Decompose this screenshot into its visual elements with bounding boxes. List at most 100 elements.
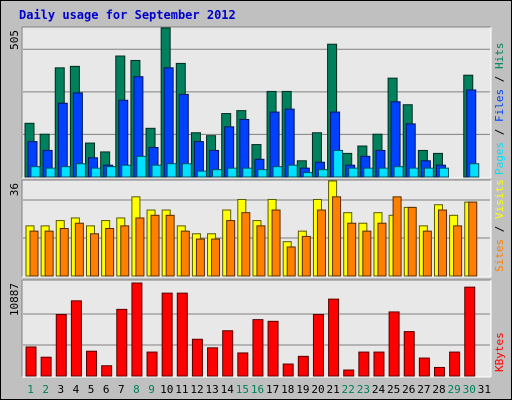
pages-bar [363,167,374,178]
kbytes-bar [116,308,128,377]
legend-entry: / [493,219,506,239]
kbytes-bar [222,330,234,377]
kbytes-bar [131,282,143,377]
kbytes-bar [86,350,98,377]
day-label: 30 [463,383,476,396]
files-bar [390,101,401,178]
pages-bar [272,166,283,178]
kbytes-bar [373,351,385,377]
pages-bar [378,167,389,178]
y-max-label: 10887 [8,283,21,316]
sites-bar [44,230,54,277]
pages-bar [287,164,298,178]
pages-bar [257,169,268,178]
kbytes-bar [267,320,279,377]
sites-bar [453,225,463,277]
pages-bar [227,167,238,178]
kbytes-bar [176,292,188,377]
legend-kbytes: KBytes [493,332,506,372]
kbytes-bar [358,351,370,377]
legend-entry: Pages [493,142,506,175]
pages-bar [121,164,132,178]
kbytes-bar [418,357,430,377]
sites-bar [211,238,221,277]
kbytes-bar [252,319,264,377]
day-label: 26 [402,383,415,396]
sites-bar [316,209,326,277]
kbytes-bar [70,300,82,377]
kbytes-bar [55,313,67,377]
files-bar [57,102,68,178]
day-label: 9 [148,383,155,396]
sites-bar [135,217,145,277]
day-label: 2 [42,383,49,396]
sites-bar [165,214,175,277]
pages-bar [333,149,344,178]
sites-bar [74,222,84,277]
day-label: 17 [266,383,279,396]
sites-bar [468,201,478,277]
sites-bar [105,228,115,277]
day-label: 8 [133,383,140,396]
day-label: 22 [342,383,355,396]
kbytes-bar [464,286,476,377]
sites-bar [286,246,296,277]
pages-bar [423,167,434,178]
sites-bar [241,212,251,277]
day-label: 29 [448,383,461,396]
kbytes-bar [191,338,203,377]
pages-bar [212,169,223,178]
kbytes-bar [433,366,445,377]
day-label: 21 [327,383,340,396]
sites-bar [90,233,100,277]
kbytes-bar [388,311,400,377]
kbytes-bar [282,363,294,377]
pages-bar [30,166,41,178]
legend-entry: Sites [493,239,506,272]
pages-bar [166,163,177,178]
day-label: 31 [478,383,491,396]
day-label: 27 [417,383,430,396]
sites-bar [150,214,160,277]
pages-bar [151,164,162,178]
kbytes-bar [161,292,173,377]
day-label: 3 [58,383,65,396]
kbytes-bar [101,365,113,377]
sites-bar [226,220,236,277]
pages-bar [136,155,147,178]
pages-bar [60,166,71,178]
day-label: 25 [387,383,400,396]
sites-bar [256,225,266,277]
pages-bar [75,163,86,178]
sites-bar [422,230,432,277]
day-label: 23 [357,383,370,396]
pages-bar [242,167,253,178]
sites-bar [195,238,205,277]
legend-entry: Visits [493,179,506,219]
sites-bar [377,222,387,277]
day-label: 20 [311,383,324,396]
chart-title: Daily usage for September 2012 [19,8,236,22]
day-label: 19 [296,383,309,396]
pages-bar [469,163,480,178]
day-label: 18 [281,383,294,396]
pages-bar [393,166,404,178]
kbytes-bar [146,351,158,377]
legend-entry: / [493,122,506,142]
kbytes-bar [403,331,415,377]
kbytes-bar [237,352,249,377]
kbytes-bar [40,356,52,377]
day-label: 7 [118,383,125,396]
files-bar [163,67,174,178]
sites-bar [407,206,417,277]
day-label: 10 [160,383,173,396]
sites-bar [120,225,130,277]
day-label: 5 [88,383,95,396]
pages-bar [408,167,419,178]
pages-bar [438,167,449,178]
pages-bar [91,167,102,178]
sites-bar [347,222,357,277]
day-label: 24 [372,383,386,396]
kbytes-bar [297,355,309,377]
